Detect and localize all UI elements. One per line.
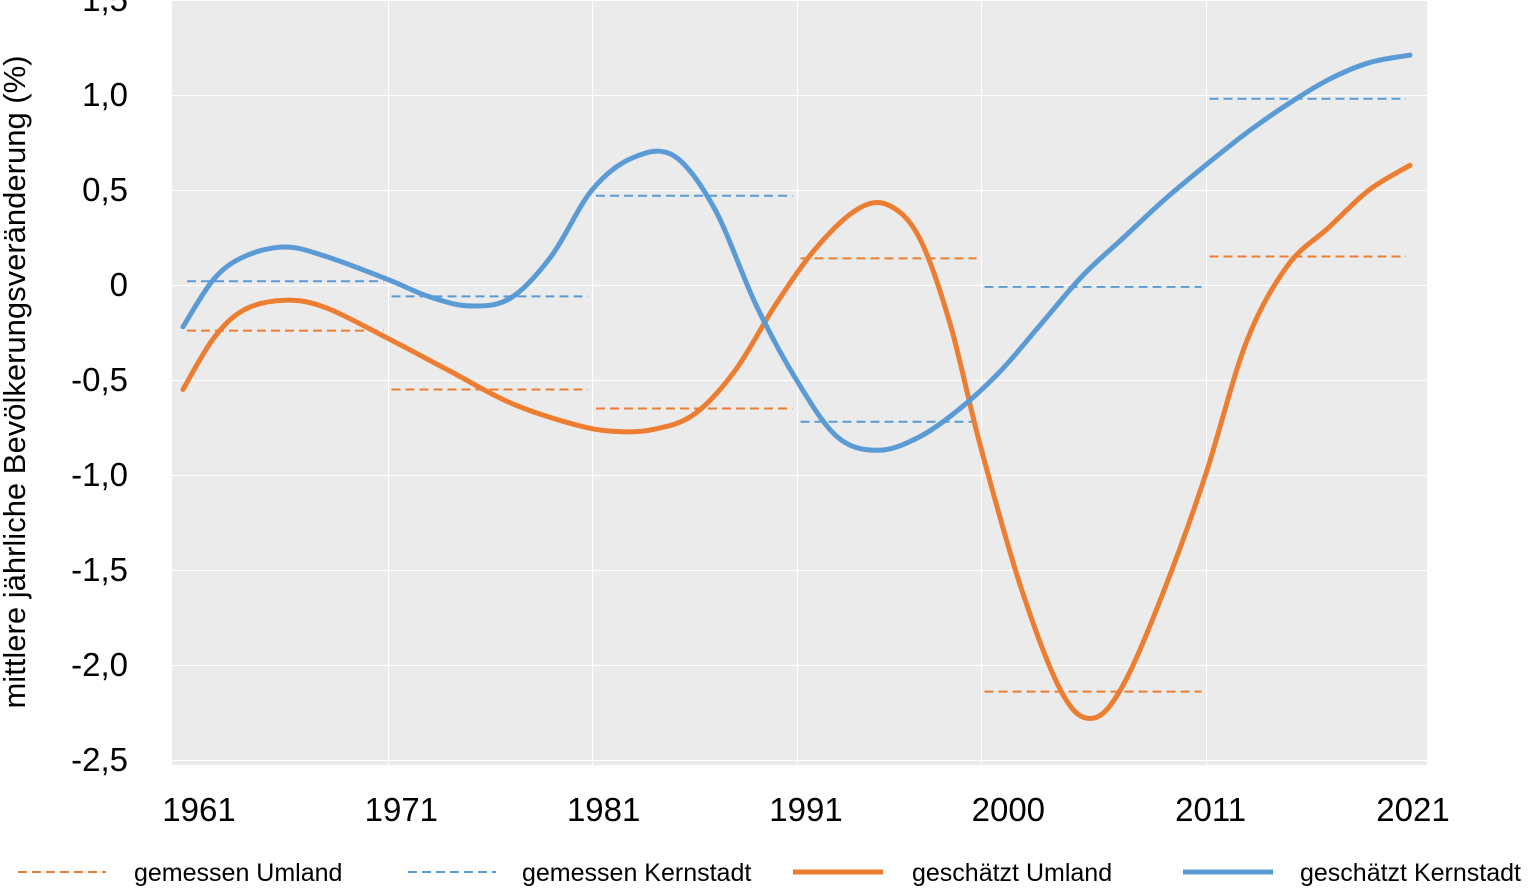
y-tick-label: 0,5 <box>82 171 128 208</box>
y-tick-label: -2,5 <box>71 741 128 778</box>
x-tick-label: 2011 <box>1175 791 1246 828</box>
legend-label-gemessen-kernstadt: gemessen Kernstadt <box>522 859 751 887</box>
estimated-series <box>180 52 1413 721</box>
x-tick-label: 1971 <box>365 791 438 828</box>
y-tick-label: -2,0 <box>71 646 128 683</box>
x-tick-label: 1961 <box>162 791 235 828</box>
y-tick-label: -0,5 <box>71 361 128 398</box>
series-gesch-tzt-kernstadt-line <box>180 52 1413 453</box>
x-axis-ticks: 1961 1971 1981 1991 2000 2011 2021 <box>162 791 1449 828</box>
y-tick-label: -1,5 <box>71 551 128 588</box>
y-tick-label: -1,0 <box>71 456 128 493</box>
y-axis-title: mittlere jährliche Bevölkerungsveränderu… <box>0 55 32 708</box>
y-tick-label: 0 <box>110 266 128 303</box>
legend: gemessen Umland gemessen Kernstadt geschät… <box>18 859 1521 887</box>
x-tick-label: 2000 <box>972 791 1045 828</box>
x-tick-label: 1991 <box>769 791 842 828</box>
legend-label-gesch-tzt-umland: geschätzt Umland <box>912 859 1112 887</box>
legend-label-gesch-tzt-kernstadt: geschätzt Kernstadt <box>1300 859 1521 887</box>
x-tick-label: 1981 <box>567 791 640 828</box>
y-tick-label: 1,5 <box>82 0 128 18</box>
legend-label-gemessen-umland: gemessen Umland <box>134 859 342 887</box>
series-gesch-tzt-umland-line <box>180 162 1413 721</box>
x-tick-label: 2021 <box>1376 791 1449 828</box>
y-axis-ticks: 1,5 1,0 0,5 0 -0,5 -1,0 -1,5 -2,0 -2,5 <box>71 0 128 778</box>
y-tick-label: 1,0 <box>82 76 128 113</box>
